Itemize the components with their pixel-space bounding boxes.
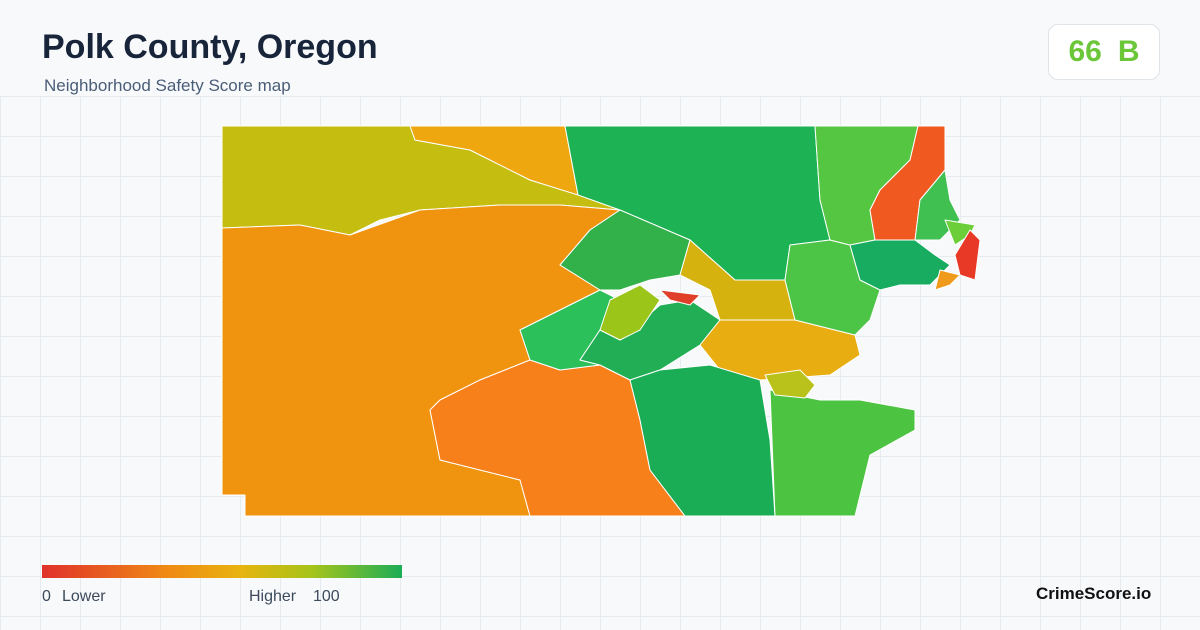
region (764, 369, 816, 399)
title: Polk County, Oregon (42, 28, 378, 66)
legend-max: 100 (313, 588, 340, 605)
region (599, 284, 661, 341)
region (769, 389, 916, 517)
region (934, 269, 961, 291)
header: Polk County, Oregon Neighborhood Safety … (0, 0, 1200, 96)
score-value: 66 (1068, 35, 1102, 68)
score-badge: 66 B (1048, 24, 1160, 80)
region (559, 209, 691, 291)
regions (221, 125, 981, 517)
brand: CrimeScore.io (1036, 584, 1152, 603)
legend-max-label: Higher (249, 588, 297, 605)
region (629, 364, 776, 517)
score-grade: B (1117, 35, 1140, 68)
region (849, 239, 951, 291)
region (659, 289, 701, 306)
legend-min: 0 (42, 588, 51, 605)
legend-min-label: Lower (62, 588, 106, 605)
legend-gradient (42, 565, 402, 578)
region (954, 229, 981, 281)
subtitle: Neighborhood Safety Score map (44, 76, 291, 95)
